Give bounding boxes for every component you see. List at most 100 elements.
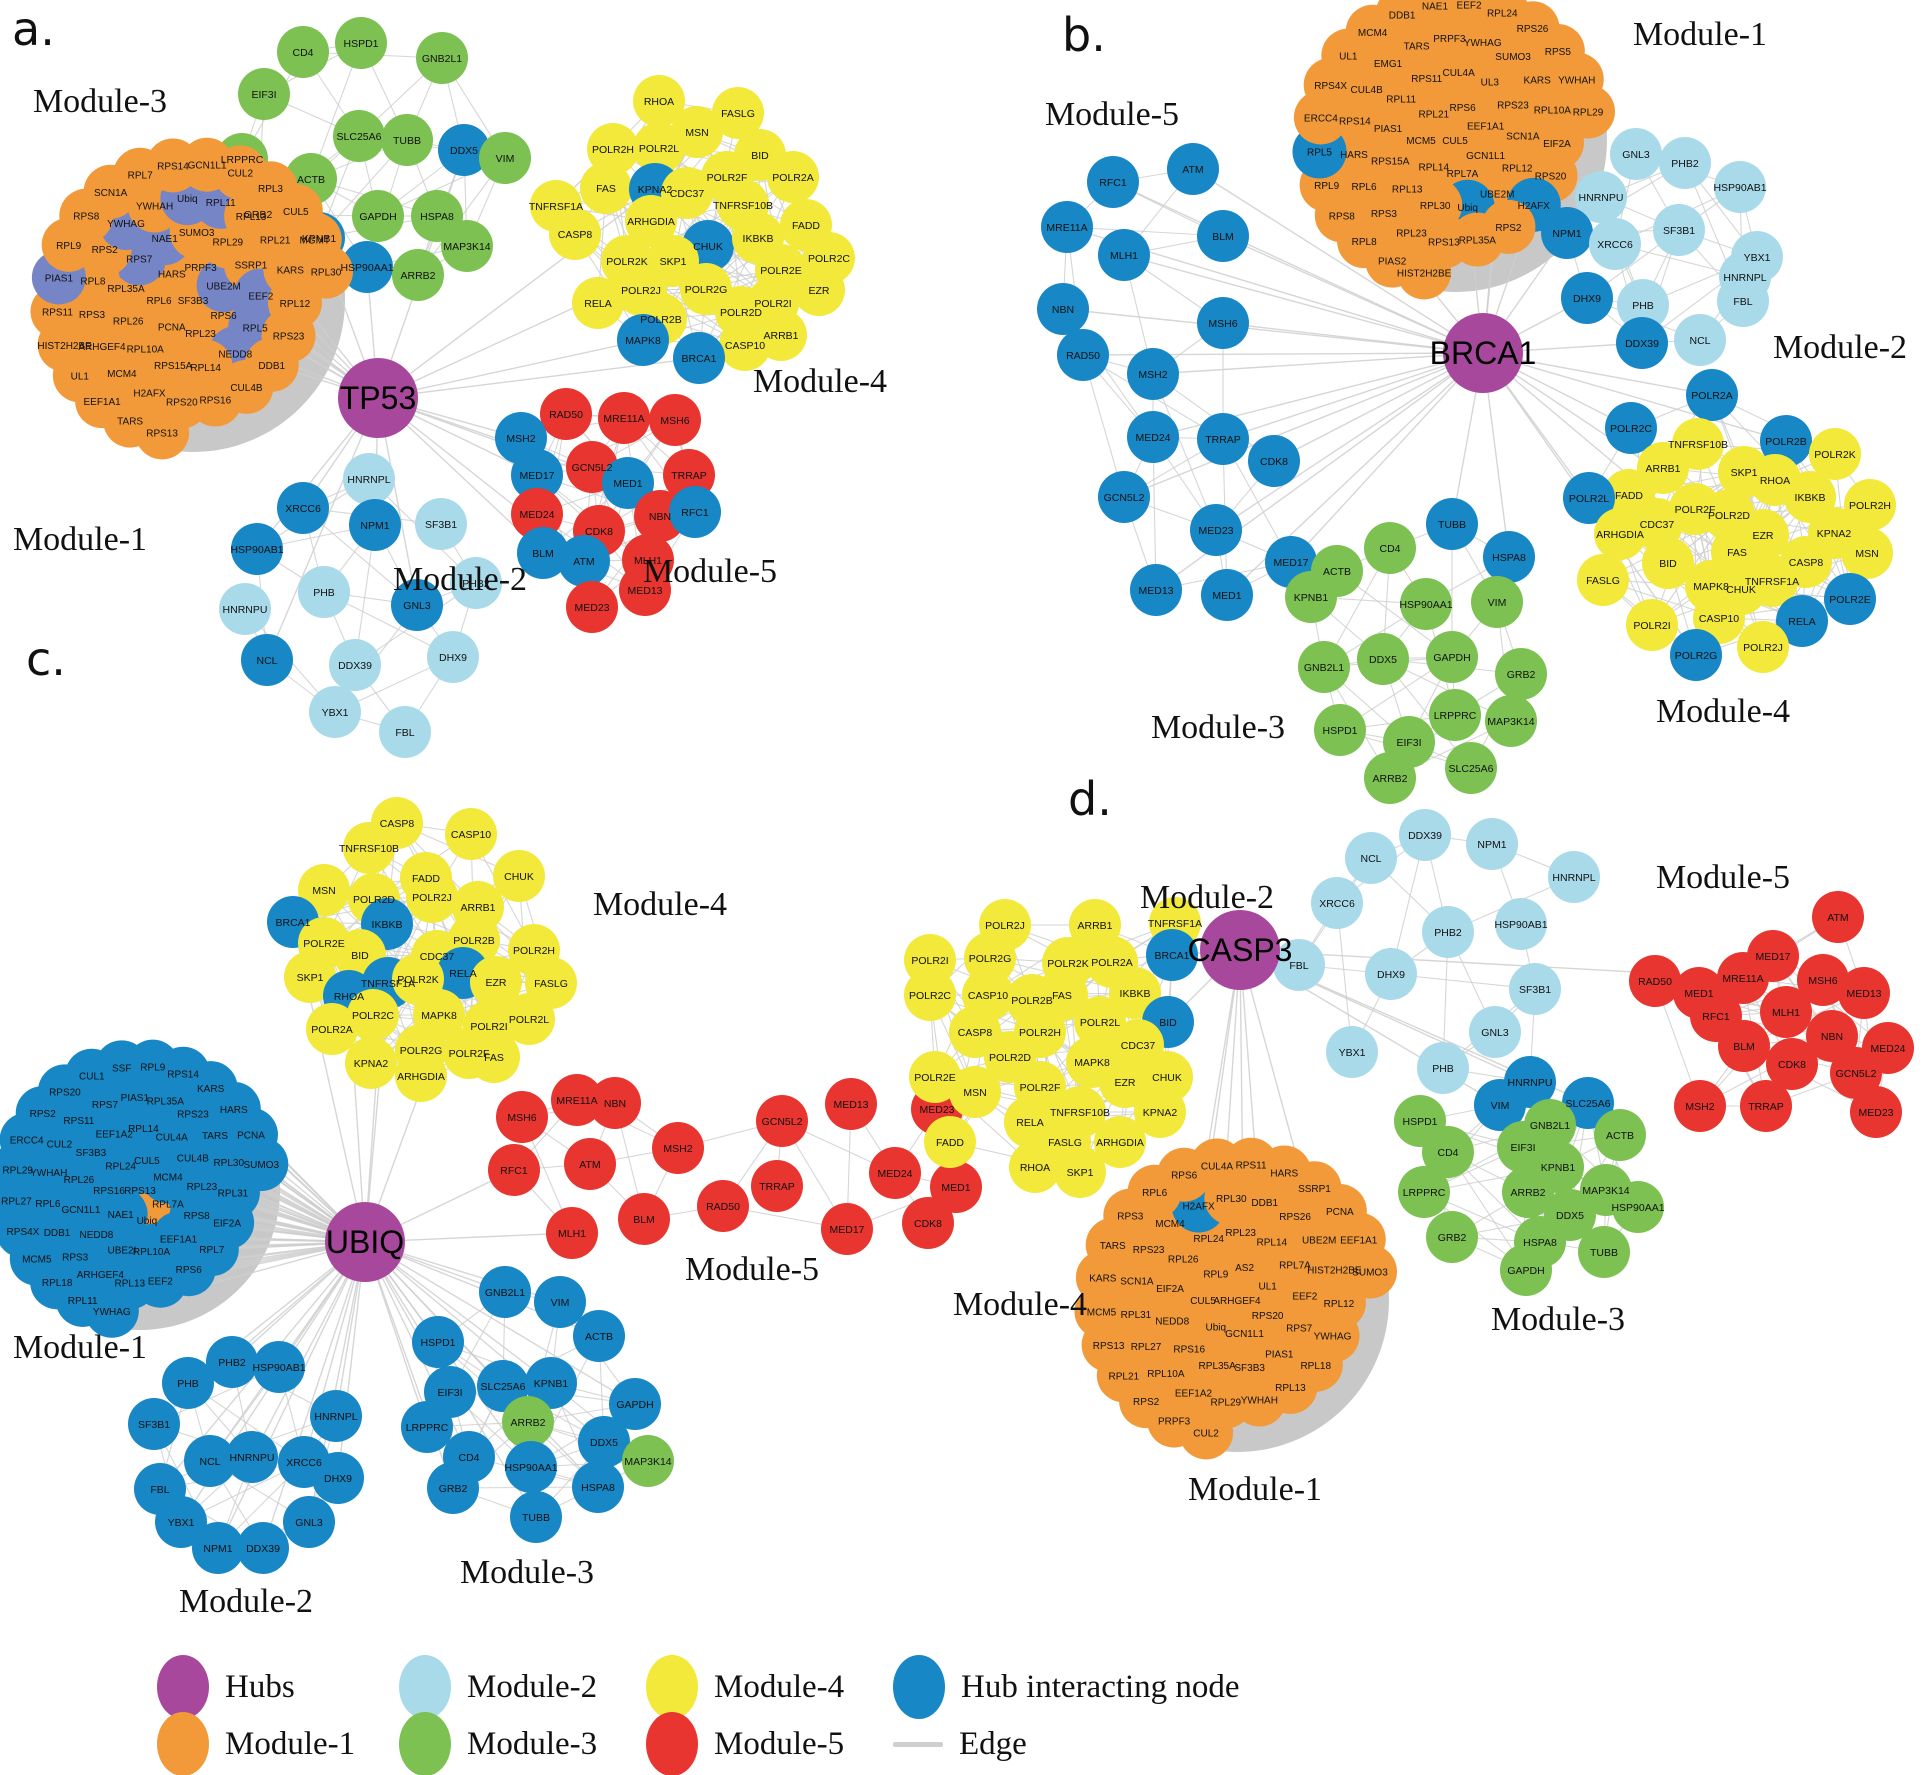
node-GNL3 bbox=[391, 579, 443, 631]
module-label-module-2: Module-2 bbox=[1773, 329, 1907, 366]
node-ATM bbox=[1167, 143, 1219, 195]
node-DDX5 bbox=[1357, 633, 1409, 685]
node-SLC25A6 bbox=[1445, 742, 1497, 794]
node-HNRNPL bbox=[343, 453, 395, 505]
node-BRCA1 bbox=[673, 332, 725, 384]
node-DHX9 bbox=[312, 1452, 364, 1504]
node-POLR2L bbox=[1563, 472, 1615, 524]
module-label-module-1: Module-1 bbox=[13, 521, 147, 558]
node-ARHGDIA bbox=[625, 195, 677, 247]
node-MLH1 bbox=[546, 1207, 598, 1259]
legend-item-module5: Module-5 bbox=[646, 1712, 844, 1775]
node-HNRNPU bbox=[1575, 171, 1627, 223]
module-label-module-5: Module-5 bbox=[1045, 96, 1179, 133]
node-GNB2L1 bbox=[416, 32, 468, 84]
module5-swatch bbox=[646, 1712, 698, 1775]
node-NCL bbox=[184, 1435, 236, 1487]
node-GCN5L2 bbox=[756, 1095, 808, 1147]
node-HSPA8 bbox=[572, 1461, 624, 1513]
node-SF3B1 bbox=[415, 498, 467, 550]
node-DHX9 bbox=[1561, 272, 1613, 324]
node-GNL3 bbox=[283, 1496, 335, 1548]
node-SF3B1 bbox=[128, 1398, 180, 1450]
node-TNFRSF10B bbox=[343, 822, 395, 874]
node-HSP90AA1 bbox=[1612, 1181, 1664, 1233]
node-SLC25A6 bbox=[333, 110, 385, 162]
node-SKP1 bbox=[284, 951, 336, 1003]
node-CDK8 bbox=[1766, 1038, 1818, 1090]
node-KPNB1 bbox=[1285, 571, 1337, 623]
module-label-module-2: Module-2 bbox=[1140, 879, 1274, 916]
node-MSH6 bbox=[1797, 954, 1849, 1006]
node-GAPDH bbox=[1500, 1244, 1552, 1296]
node-GRB2 bbox=[1495, 648, 1547, 700]
hub-node-CASP3 bbox=[1200, 910, 1280, 990]
node-ACTB bbox=[573, 1310, 625, 1362]
node-MRE11A bbox=[598, 392, 650, 444]
node-BLM bbox=[517, 527, 569, 579]
node-KPNB1 bbox=[525, 1357, 577, 1409]
legend-label: Module-1 bbox=[225, 1725, 356, 1762]
node-CDC37 bbox=[661, 167, 713, 219]
node-MED13 bbox=[825, 1078, 877, 1130]
node-TRRAP bbox=[1740, 1080, 1792, 1132]
legend-item-edge: Edge bbox=[893, 1712, 1027, 1775]
node-SLC25A6 bbox=[1562, 1077, 1614, 1129]
module-label-module-2: Module-2 bbox=[179, 1583, 313, 1620]
module-label-module-4: Module-4 bbox=[753, 363, 887, 400]
node-YBX1 bbox=[309, 686, 361, 738]
node-DDX5 bbox=[438, 124, 490, 176]
node-RAD50 bbox=[1057, 329, 1109, 381]
node-DDX39 bbox=[1616, 317, 1668, 369]
legend-label: Module-3 bbox=[467, 1725, 598, 1762]
node-VIM bbox=[534, 1276, 586, 1328]
node-POLR2A bbox=[306, 1003, 358, 1055]
node-NCL bbox=[1674, 314, 1726, 366]
node-CDK8 bbox=[1248, 435, 1300, 487]
hub-interacting-swatch bbox=[893, 1655, 945, 1719]
node-ACTB bbox=[1594, 1109, 1646, 1161]
module-label-module-3: Module-3 bbox=[460, 1554, 594, 1591]
legend-label: Hub interacting node bbox=[961, 1668, 1240, 1705]
node-POLR2L bbox=[503, 993, 555, 1045]
node-MAP3K14 bbox=[1485, 695, 1537, 747]
node-MRE11A bbox=[551, 1074, 603, 1126]
node-NCL bbox=[1345, 832, 1397, 884]
node-POLR2B bbox=[1760, 415, 1812, 467]
hub-node-UBIQ bbox=[325, 1202, 405, 1282]
node-POLR2J bbox=[406, 871, 458, 923]
node-HSP90AA1 bbox=[341, 241, 393, 293]
node-DDX39 bbox=[1399, 809, 1451, 861]
node-ARHGDIA bbox=[1594, 508, 1646, 560]
node-GNL3 bbox=[1610, 128, 1662, 180]
module-label-module-4: Module-4 bbox=[593, 886, 727, 923]
node-NBN bbox=[1037, 283, 1089, 335]
node-VIM bbox=[479, 132, 531, 184]
node-DDX5 bbox=[578, 1416, 630, 1468]
node-HSP90AA1 bbox=[505, 1441, 557, 1493]
node-HNRNPL bbox=[1548, 851, 1600, 903]
node-PHB bbox=[162, 1357, 214, 1409]
node-RFC1 bbox=[488, 1144, 540, 1196]
hub-swatch bbox=[157, 1655, 209, 1719]
legend-label: Module-2 bbox=[467, 1668, 598, 1705]
node-GRB2 bbox=[427, 1462, 479, 1514]
node-MSH6 bbox=[649, 394, 701, 446]
node-HSP90AB1 bbox=[231, 523, 283, 575]
module2-swatch bbox=[399, 1655, 451, 1719]
node-HSP90AB1 bbox=[1495, 898, 1547, 950]
node-MAPK8 bbox=[617, 314, 669, 366]
node-HSP90AB1 bbox=[253, 1341, 305, 1393]
node-GNL3 bbox=[1469, 1006, 1521, 1058]
node-HSP90AB1 bbox=[1714, 161, 1766, 213]
node-BLM bbox=[1718, 1020, 1770, 1072]
node-MED17 bbox=[821, 1203, 873, 1255]
node-CASP10 bbox=[445, 808, 497, 860]
node-RPL29 bbox=[1560, 84, 1615, 139]
node-KPNA2 bbox=[1134, 1086, 1186, 1138]
node-TUBB bbox=[510, 1491, 562, 1543]
node-HSPD1 bbox=[1314, 704, 1366, 756]
node-MSN bbox=[949, 1066, 1001, 1118]
node-TUBB bbox=[1426, 498, 1478, 550]
